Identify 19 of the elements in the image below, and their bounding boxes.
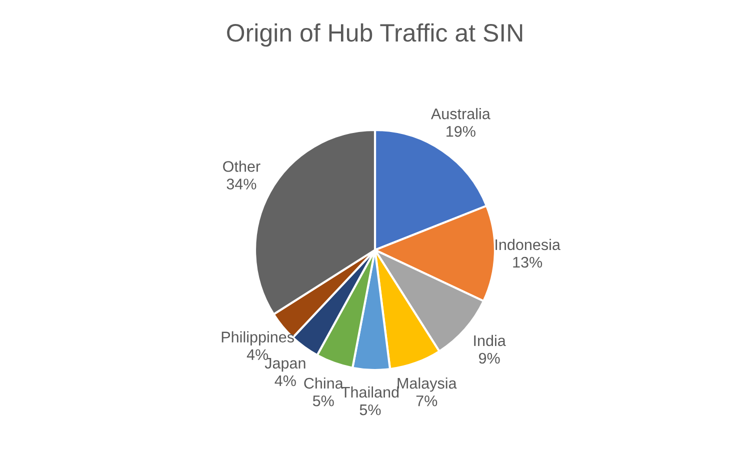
data-label: 4% (274, 375, 296, 386)
slice-label: Other (223, 160, 260, 172)
data-label: 13% (513, 256, 542, 268)
data-label: 34% (226, 178, 256, 190)
slice-label: Malaysia (398, 377, 457, 392)
slice-label: Philippines (222, 331, 294, 346)
slice-label: Thailand (341, 386, 399, 398)
data-label: 5% (360, 404, 381, 416)
slice-label: India (474, 334, 506, 346)
data-label: 7% (416, 396, 438, 406)
data-label: 9% (478, 352, 500, 364)
data-label: 5% (312, 396, 334, 406)
slice-label: Australia (430, 108, 490, 120)
slice-label: China (304, 377, 344, 389)
data-label: 19% (446, 126, 476, 137)
data-label: 4% (246, 349, 268, 360)
chart-title: Origin of Hub Traffic at SIN (227, 23, 522, 47)
slice-label: Japan (264, 358, 306, 372)
slice-label: Indonesia (496, 238, 560, 250)
